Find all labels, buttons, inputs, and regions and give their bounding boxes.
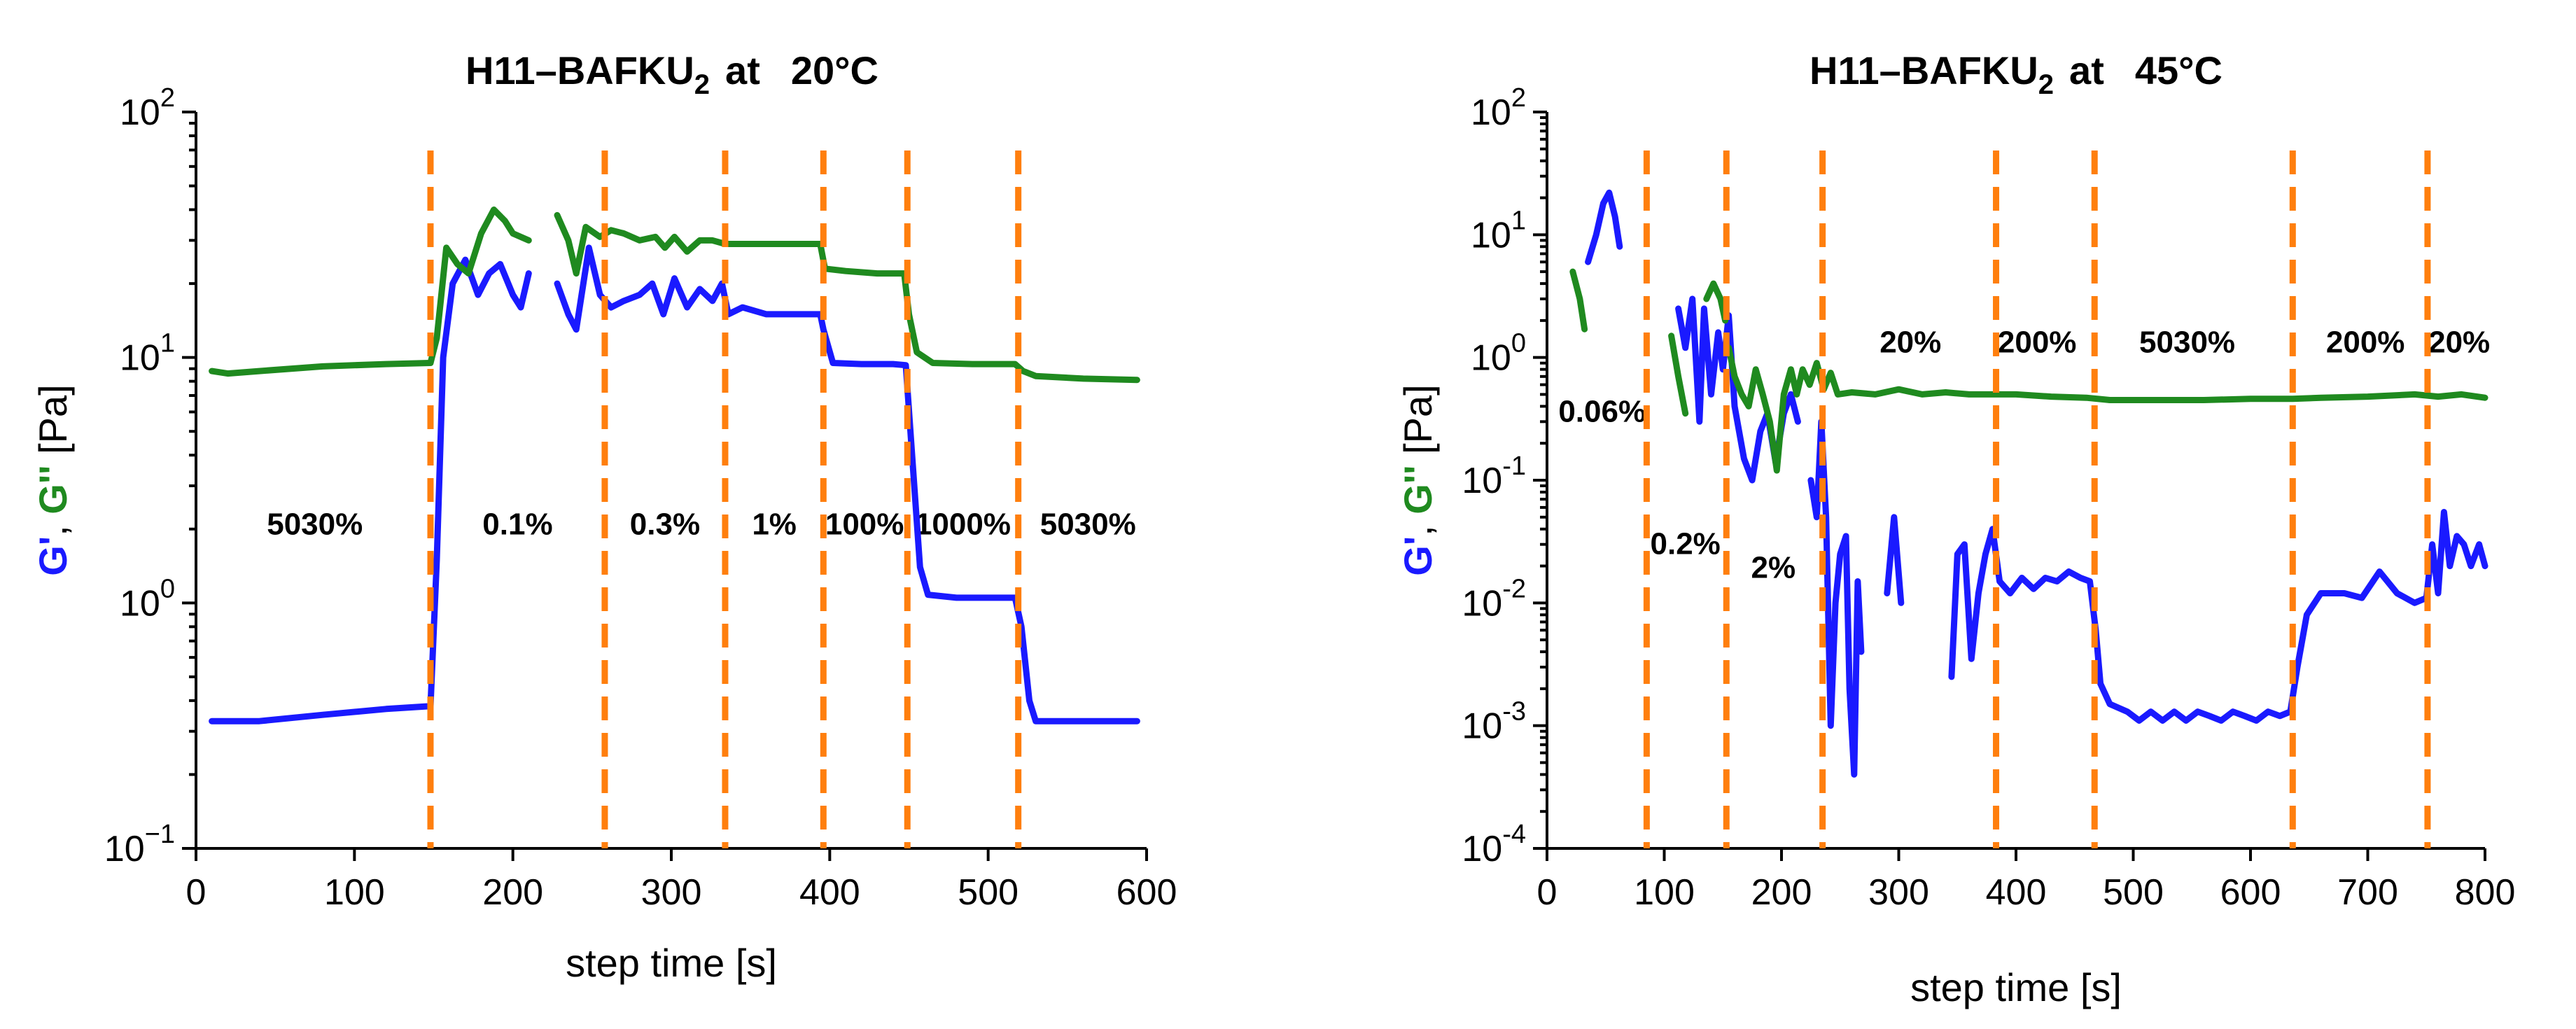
region-label: 1% — [752, 507, 797, 542]
y-tick-label: 100 — [120, 574, 175, 624]
axes — [195, 112, 1147, 850]
x-tick-label: 300 — [641, 872, 702, 913]
axes — [1546, 112, 2485, 850]
y-tick-label: 102 — [120, 83, 175, 133]
x-tick-label: 100 — [1634, 872, 1695, 913]
series-g-prime — [209, 256, 532, 724]
region-label: 1000% — [915, 507, 1011, 542]
x-tick-label: 400 — [1986, 872, 2047, 913]
series-g-double-prime — [554, 211, 1140, 384]
region-label: 2% — [1751, 551, 1795, 585]
y-axis-label: G', G'' [Pa] — [31, 384, 75, 575]
y-tick-label: 101 — [1471, 206, 1526, 255]
x-axis-label: step time [s] — [1910, 965, 2122, 1009]
region-label: 0.3% — [630, 507, 700, 542]
chart-45c: H11–BAFKU2 at 45°C 0 100 200 300 400 500 600 700 80… — [1396, 48, 2515, 1009]
region-label: 200% — [2326, 325, 2405, 359]
region-label: 0.06% — [1558, 394, 1646, 428]
x-tick-label: 700 — [2337, 872, 2398, 913]
y-tick-label: 10-3 — [1462, 697, 1526, 747]
series-g-prime — [1807, 418, 1865, 778]
y-tick-label: 100 — [1471, 329, 1526, 379]
series-g-double-prime — [1668, 332, 1689, 417]
region-label: 5030% — [1040, 507, 1136, 542]
x-tick-label: 300 — [1868, 872, 1929, 913]
chart-20c: H11–BAFKU2 at 20°C 0 100 200 300 400 500 600 102 10… — [31, 48, 1177, 985]
x-tick-label: 500 — [2103, 872, 2164, 913]
region-label: 5030% — [267, 507, 363, 542]
x-tick-label: 800 — [2455, 872, 2516, 913]
chart-title: H11–BAFKU2 at 20°C — [465, 48, 878, 100]
series-g-prime — [1585, 189, 1623, 265]
x-axis-label: step time [s] — [566, 941, 777, 985]
x-tick-label: 600 — [1116, 872, 1177, 913]
y-tick-label: 102 — [1471, 83, 1526, 133]
region-label: 20% — [2428, 325, 2490, 359]
series-g-double-prime — [209, 206, 532, 377]
y-tick-label: 10-2 — [1462, 574, 1526, 624]
series-g-prime — [1948, 509, 2488, 724]
x-tick-label: 600 — [2220, 872, 2281, 913]
series-g-prime — [1884, 514, 1905, 606]
x-tick-label: 100 — [324, 872, 385, 913]
y-tick-label: 101 — [120, 329, 175, 379]
region-label: 5030% — [2139, 325, 2235, 359]
y-tick-label: 10-4 — [1462, 820, 1526, 869]
series-g-double-prime — [1726, 344, 2488, 474]
x-tick-label: 200 — [1751, 872, 1812, 913]
region-label: 0.2% — [1651, 527, 1721, 561]
y-tick-label: 10−1 — [104, 820, 175, 869]
region-label: 0.1% — [482, 507, 552, 542]
x-tick-label: 0 — [186, 872, 206, 913]
region-label: 20% — [1879, 325, 1941, 359]
chart-title: H11–BAFKU2 at 45°C — [1809, 48, 2222, 100]
x-tick-label: 200 — [482, 872, 543, 913]
y-tick-label: 10-1 — [1462, 451, 1526, 501]
region-label: 200% — [1998, 325, 2077, 359]
x-tick-label: 400 — [799, 872, 860, 913]
x-tick-label: 500 — [958, 872, 1018, 913]
y-axis-label: G', G'' [Pa] — [1396, 384, 1440, 575]
series-g-prime — [554, 244, 1140, 724]
series-g-double-prime — [1703, 280, 1729, 324]
series-g-double-prime — [1569, 268, 1588, 332]
region-label: 100% — [825, 507, 904, 542]
x-tick-label: 0 — [1537, 872, 1558, 913]
